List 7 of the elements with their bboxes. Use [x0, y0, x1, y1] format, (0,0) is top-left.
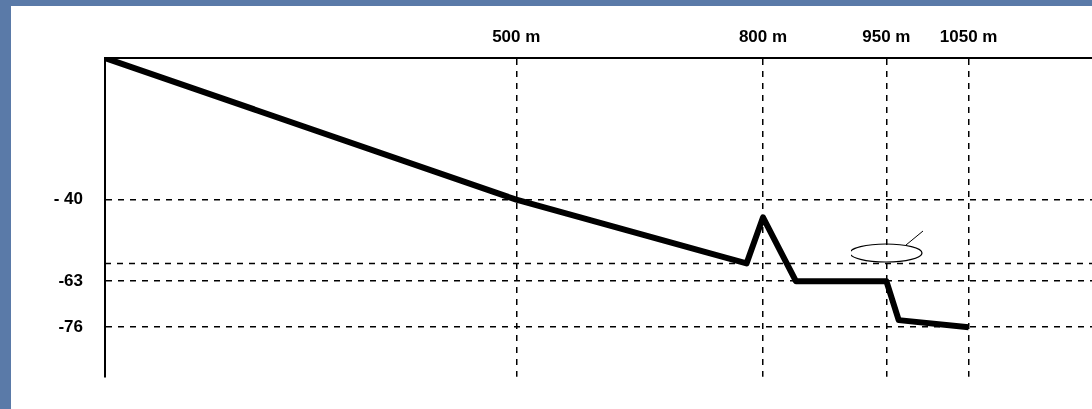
x-tick-label: 950 m — [862, 27, 911, 47]
y-tick-label: -76 — [58, 316, 83, 336]
y-tick-label: -63 — [58, 270, 83, 290]
x-tick-label: 500 m — [492, 27, 541, 47]
x-tick-label: 1050 m — [939, 27, 998, 47]
x-tick-label: 800 m — [738, 27, 788, 47]
y-tick-label: - 40 — [53, 189, 83, 209]
